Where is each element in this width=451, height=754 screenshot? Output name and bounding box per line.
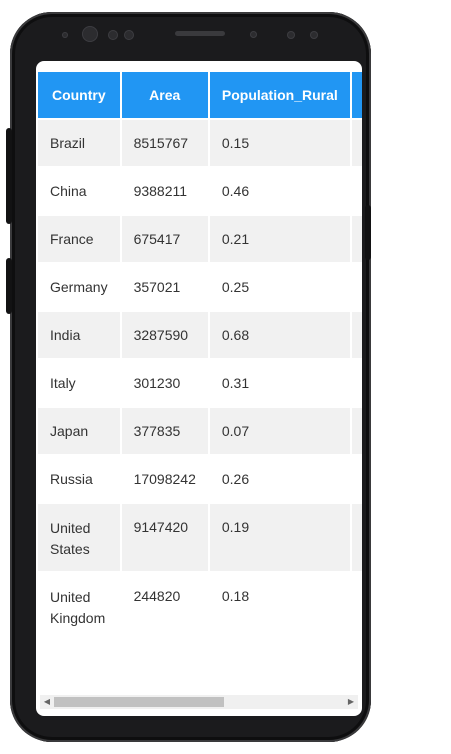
cell-next	[351, 360, 362, 406]
sensor-dot	[62, 32, 68, 38]
cell-area: 675417	[121, 216, 208, 262]
cell-country: Italy	[38, 360, 120, 406]
cell-next	[351, 312, 362, 358]
cell-area: 301230	[121, 360, 208, 406]
cell-population-rural: 0.25	[209, 264, 350, 310]
cell-next	[351, 573, 362, 640]
table-row: Brazil 8515767 0.15	[38, 120, 362, 166]
sensor-dot	[310, 31, 318, 39]
cell-population-rural: 0.46	[209, 168, 350, 214]
table-row: Russia 17098242 0.26	[38, 456, 362, 502]
right-arrow-icon[interactable]: ▶	[347, 697, 355, 706]
country-table: Country Area Population_Rural Brazil 851…	[36, 70, 362, 642]
scrollbar-thumb[interactable]	[54, 697, 224, 707]
header-country[interactable]: Country	[38, 72, 120, 118]
phone-top-bezel	[10, 12, 371, 60]
cell-population-rural: 0.18	[209, 573, 350, 640]
power-button	[365, 205, 371, 260]
front-camera-icon	[82, 26, 98, 42]
cell-next	[351, 264, 362, 310]
cell-country: Russia	[38, 456, 120, 502]
phone-screen[interactable]: Country Area Population_Rural Brazil 851…	[36, 61, 362, 716]
cell-population-rural: 0.15	[209, 120, 350, 166]
cell-area: 9147420	[121, 504, 208, 571]
phone-frame: Country Area Population_Rural Brazil 851…	[10, 12, 371, 742]
cell-area: 17098242	[121, 456, 208, 502]
cell-area: 9388211	[121, 168, 208, 214]
cell-area: 8515767	[121, 120, 208, 166]
sensor-dot	[108, 30, 118, 40]
cell-area: 357021	[121, 264, 208, 310]
bixby-button	[6, 258, 12, 314]
cell-next	[351, 456, 362, 502]
cell-country: Germany	[38, 264, 120, 310]
cell-country: United Kingdom	[38, 573, 120, 640]
cell-population-rural: 0.21	[209, 216, 350, 262]
cell-next	[351, 168, 362, 214]
cell-next	[351, 120, 362, 166]
table-row: United States 9147420 0.19	[38, 504, 362, 571]
cell-country: France	[38, 216, 120, 262]
cell-country: India	[38, 312, 120, 358]
proximity-sensor	[250, 31, 257, 38]
table-row: France 675417 0.21	[38, 216, 362, 262]
horizontal-scrollbar[interactable]: ◀ ▶	[40, 695, 358, 709]
sensor-dot	[124, 30, 134, 40]
cell-area: 377835	[121, 408, 208, 454]
table-row: United Kingdom 244820 0.18	[38, 573, 362, 640]
cell-next	[351, 216, 362, 262]
cell-country: United States	[38, 504, 120, 571]
header-area[interactable]: Area	[121, 72, 208, 118]
table-row: Germany 357021 0.25	[38, 264, 362, 310]
header-next-column[interactable]	[351, 72, 362, 118]
cell-population-rural: 0.19	[209, 504, 350, 571]
table-row: India 3287590 0.68	[38, 312, 362, 358]
cell-population-rural: 0.68	[209, 312, 350, 358]
cell-country: Brazil	[38, 120, 120, 166]
earpiece-speaker	[175, 31, 225, 36]
table-row: Japan 377835 0.07	[38, 408, 362, 454]
cell-country: China	[38, 168, 120, 214]
cell-country: Japan	[38, 408, 120, 454]
cell-area: 3287590	[121, 312, 208, 358]
sensor-dot	[287, 31, 295, 39]
cell-population-rural: 0.31	[209, 360, 350, 406]
table-row: Italy 301230 0.31	[38, 360, 362, 406]
table-header-row: Country Area Population_Rural	[38, 72, 362, 118]
cell-next	[351, 408, 362, 454]
left-arrow-icon[interactable]: ◀	[43, 697, 51, 706]
cell-next	[351, 504, 362, 571]
cell-population-rural: 0.07	[209, 408, 350, 454]
table-row: China 9388211 0.46	[38, 168, 362, 214]
cell-area: 244820	[121, 573, 208, 640]
volume-button	[6, 128, 12, 224]
cell-population-rural: 0.26	[209, 456, 350, 502]
header-population-rural[interactable]: Population_Rural	[209, 72, 350, 118]
